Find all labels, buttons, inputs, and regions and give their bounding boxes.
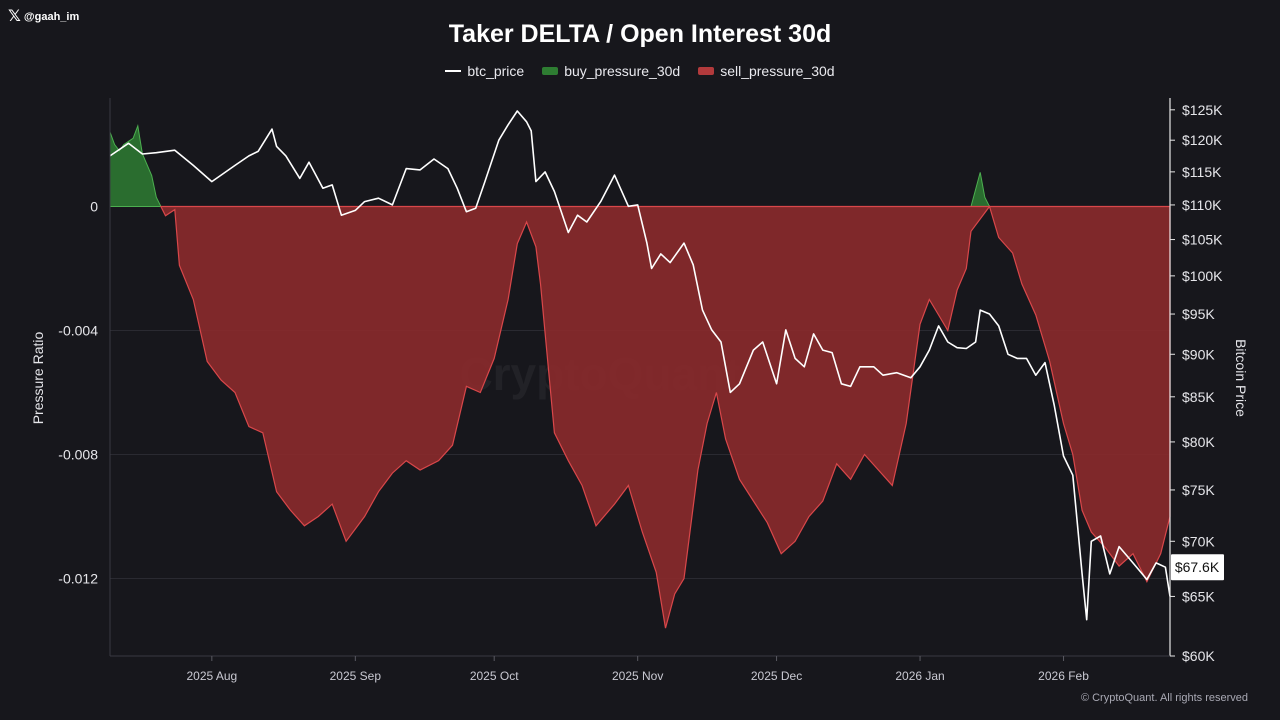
legend-label-btc-price: btc_price [467,63,525,79]
right-tick-label-4: $105K [1182,232,1223,248]
author-brand: 𝕏 @gaah_im [8,9,79,25]
legend-swatch-btc-price [445,70,462,72]
right-tick-label-12: $65K [1182,588,1215,604]
right-tick-label-0: $125K [1182,102,1223,118]
right-tick-label-6: $95K [1182,306,1215,322]
author-handle: @gaah_im [23,11,80,23]
x-tick-label-2: 2025 Oct [470,669,519,683]
right-tick-label-1: $120K [1182,132,1223,148]
left-tick-label-2: -0.008 [58,447,98,463]
legend-item-sell-pressure[interactable]: sell_pressure_30d [698,63,835,79]
x-tick-label-1: 2025 Sep [330,669,382,683]
legend-item-btc-price[interactable]: btc_price [445,63,524,79]
sell-pressure-area [159,205,1171,629]
x-tick-label-4: 2025 Dec [751,669,802,683]
x-tick-label-6: 2026 Feb [1038,669,1089,683]
x-tick-label-3: 2025 Nov [612,669,663,683]
legend-label-buy-pressure: buy_pressure_30d [564,63,681,79]
right-tick-label-7: $90K [1182,346,1215,362]
buy-pressure-area-1 [970,172,991,207]
x-tick-label-5: 2026 Jan [895,669,944,683]
buy-pressure-area-0 [109,123,162,207]
right-tick-label-9: $80K [1182,434,1215,450]
right-tick-label-13: $60K [1182,648,1215,664]
legend-item-buy-pressure[interactable]: buy_pressure_30d [542,63,680,79]
area-series [109,123,1171,629]
left-tick-label-3: -0.012 [58,571,98,587]
left-tick-label-1: -0.004 [58,323,98,339]
x-logo-icon: 𝕏 [8,8,21,25]
btc-price-line [109,110,1171,621]
right-tick-label-11: $70K [1182,533,1215,549]
chart-legend: btc_price buy_pressure_30d sell_pressure… [0,63,1280,79]
right-tick-label-10: $75K [1182,482,1215,498]
legend-swatch-buy-pressure [542,67,559,75]
last-price-badge [1171,554,1224,581]
right-axis-title: Bitcoin Price [1233,339,1249,417]
right-tick-label-3: $110K [1182,197,1222,213]
price-series [109,110,1171,621]
right-tick-label-5: $100K [1182,268,1223,284]
axes: 0 -0.004 -0.008 -0.012 $125K $120K $115K $110K $… [30,98,1249,683]
chart-title: Taker DELTA / Open Interest 30d [448,20,832,48]
left-axis-title: Pressure Ratio [30,331,46,424]
copyright-note: © CryptoQuant. All rights reserved [1080,692,1248,704]
left-tick-label-0: 0 [90,199,98,215]
right-tick-label-2: $115K [1182,164,1222,180]
legend-label-sell-pressure: sell_pressure_30d [720,63,835,79]
legend-swatch-sell-pressure [698,67,715,75]
right-tick-label-8: $85K [1182,389,1215,405]
last-price-label: $67.6K [1175,559,1220,575]
x-tick-label-0: 2025 Aug [186,669,237,683]
